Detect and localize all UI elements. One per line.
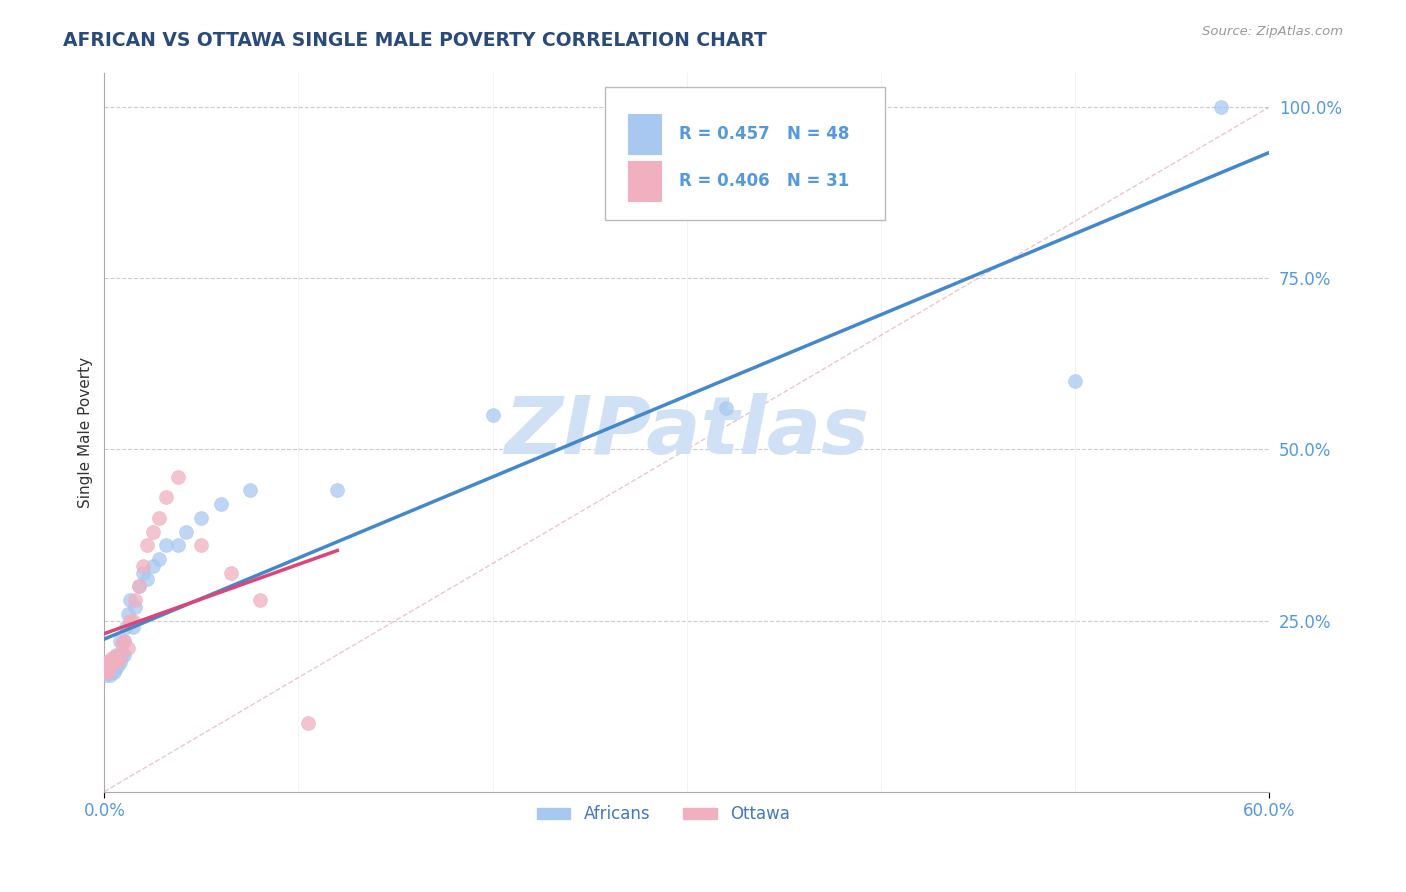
Point	[97, 665, 120, 679]
Point	[98, 655, 121, 669]
Point	[103, 658, 125, 673]
Point	[1209, 100, 1232, 114]
Point	[101, 661, 124, 675]
Point	[148, 552, 170, 566]
Point	[96, 665, 118, 679]
Point	[219, 566, 242, 580]
Point	[249, 593, 271, 607]
Point	[117, 607, 139, 621]
Point	[105, 661, 128, 675]
Point	[98, 665, 121, 679]
Point	[103, 661, 125, 675]
Point	[96, 658, 118, 673]
Point	[97, 655, 120, 669]
Point	[97, 665, 120, 679]
Text: AFRICAN VS OTTAWA SINGLE MALE POVERTY CORRELATION CHART: AFRICAN VS OTTAWA SINGLE MALE POVERTY CO…	[63, 31, 768, 50]
Point	[174, 524, 197, 539]
Point	[132, 558, 155, 573]
Point	[112, 634, 135, 648]
Point	[239, 483, 262, 498]
Text: ZIPatlas: ZIPatlas	[505, 393, 869, 471]
Point	[98, 655, 121, 669]
Point	[326, 483, 349, 498]
Point	[108, 655, 131, 669]
Point	[97, 658, 120, 673]
Point	[111, 648, 134, 662]
Point	[118, 614, 141, 628]
Point	[209, 497, 232, 511]
Point	[101, 655, 124, 669]
Point	[118, 593, 141, 607]
Text: Source: ZipAtlas.com: Source: ZipAtlas.com	[1202, 25, 1343, 38]
Point	[112, 634, 135, 648]
Point	[103, 665, 125, 679]
Point	[190, 538, 212, 552]
Point	[98, 661, 121, 675]
Point	[132, 566, 155, 580]
Point	[105, 648, 128, 662]
Point	[96, 655, 118, 669]
Point	[97, 655, 120, 669]
Point	[108, 651, 131, 665]
Point	[190, 511, 212, 525]
Point	[117, 640, 139, 655]
FancyBboxPatch shape	[605, 87, 884, 220]
Bar	[628, 114, 661, 153]
Point	[1064, 374, 1087, 388]
Point	[112, 648, 135, 662]
Point	[108, 634, 131, 648]
Point	[107, 651, 129, 665]
Point	[122, 620, 145, 634]
Point	[155, 491, 177, 505]
Point	[98, 658, 121, 673]
Point	[481, 408, 503, 422]
Point	[136, 573, 159, 587]
Point	[103, 655, 125, 669]
Point	[297, 716, 319, 731]
Point	[167, 470, 190, 484]
Point	[107, 658, 129, 673]
Point	[103, 651, 125, 665]
Point	[124, 593, 146, 607]
Point	[96, 665, 118, 679]
Point	[103, 655, 125, 669]
Point	[142, 558, 165, 573]
Point	[128, 579, 150, 593]
Point	[94, 665, 117, 679]
Point	[142, 524, 165, 539]
Bar	[628, 161, 661, 201]
Point	[167, 538, 190, 552]
Point	[122, 614, 145, 628]
Point	[101, 665, 124, 679]
Point	[105, 655, 128, 669]
Point	[114, 620, 136, 634]
Point	[101, 651, 124, 665]
Point	[155, 538, 177, 552]
Point	[128, 579, 150, 593]
Point	[148, 511, 170, 525]
Text: R = 0.457   N = 48: R = 0.457 N = 48	[679, 125, 849, 143]
Point	[96, 668, 118, 682]
Legend: Africans, Ottawa: Africans, Ottawa	[530, 798, 797, 830]
Point	[714, 401, 737, 416]
Point	[111, 638, 134, 652]
Point	[136, 538, 159, 552]
Y-axis label: Single Male Poverty: Single Male Poverty	[79, 357, 93, 508]
Point	[98, 668, 121, 682]
Point	[94, 661, 117, 675]
Point	[124, 599, 146, 614]
Point	[101, 655, 124, 669]
Text: R = 0.406   N = 31: R = 0.406 N = 31	[679, 172, 849, 190]
Point	[107, 648, 129, 662]
